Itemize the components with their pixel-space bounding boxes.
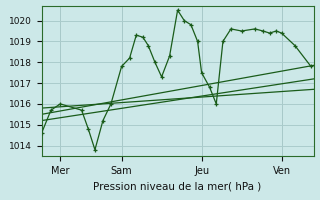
X-axis label: Pression niveau de la mer( hPa ): Pression niveau de la mer( hPa ) xyxy=(93,181,262,191)
